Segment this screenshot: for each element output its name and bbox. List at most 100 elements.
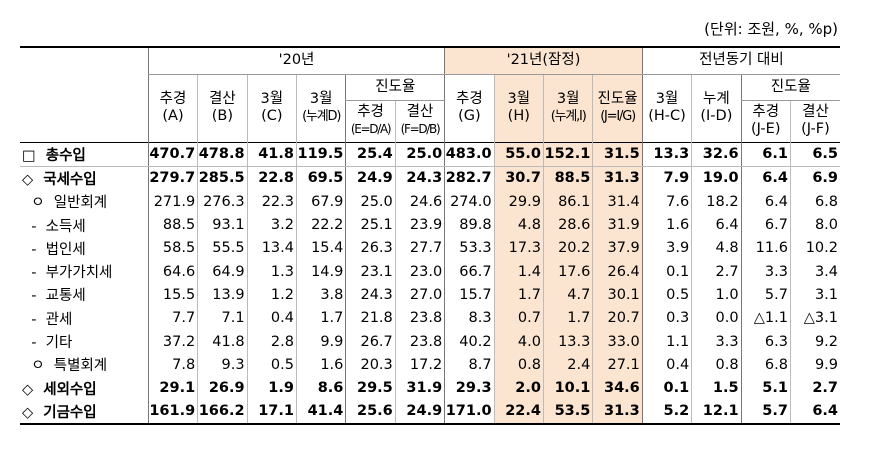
table-cell: △1.1	[740, 306, 791, 330]
table-cell: 0.0	[691, 306, 742, 330]
header-col-h: 3월 (H)	[493, 74, 544, 142]
header-blank	[20, 46, 149, 142]
row-label: - 교통세	[22, 288, 86, 305]
table-cell: 10.1	[542, 376, 593, 400]
table-row: - 법인세 58.5 55.5 13.4 15.4 26.3 27.7 53.3 17.3 20.…	[20, 236, 840, 260]
table-cell: 1.4	[493, 259, 544, 284]
table-cell: 27.7	[394, 236, 445, 260]
table-cell: 0.4	[246, 306, 297, 330]
row-label: ◇ 기금수입	[20, 399, 149, 426]
table-cell: 1.7	[295, 306, 346, 330]
table-cell: 69.5	[295, 166, 346, 191]
table-cell: 13.9	[197, 283, 248, 307]
header-col-g: 추경 (G)	[444, 74, 495, 142]
table-cell: 31.9	[394, 376, 445, 400]
header-col-i: 3월 (누계,I)	[542, 74, 593, 142]
table-cell: 276.3	[197, 190, 248, 214]
table-cell: 27.0	[394, 283, 445, 307]
header-col-hc: 3월 (H-C)	[641, 74, 692, 142]
table-cell: 4.7	[542, 283, 593, 307]
table-cell: 15.4	[295, 236, 346, 260]
revenue-table: '20년 '21년(잠정) 전년동기 대비 추경 (A) 결산 (B) 3월 (C) …	[20, 46, 840, 426]
header-group-2021: '21년(잠정)	[444, 46, 643, 75]
table-cell: 66.7	[444, 259, 495, 284]
table-cell: 5.2	[641, 399, 692, 426]
table-cell: 3.3	[691, 329, 742, 354]
table-cell: 29.3	[444, 376, 495, 400]
table-cell: 3.1	[789, 283, 840, 307]
table-body: □ 총수입 470.7 478.8 41.8 119.5 25.4 25.0 483.0 55.…	[20, 141, 840, 426]
table-cell: 274.0	[444, 190, 495, 214]
row-label: - 소득세	[22, 218, 86, 235]
table-cell: 31.5	[592, 141, 643, 167]
table-cell: 20.2	[542, 236, 593, 260]
row-label: ◇ 국세수입	[22, 171, 97, 188]
table-cell: 3.2	[246, 213, 297, 237]
table-cell: 53.5	[542, 399, 593, 426]
table-cell: 0.7	[493, 306, 544, 330]
table-cell: 17.1	[246, 399, 297, 426]
table-cell: 20.7	[592, 306, 643, 330]
row-label: - 기타	[22, 335, 73, 352]
table-cell: 15.5	[147, 283, 198, 307]
table-row: ◇ 세외수입 29.1 26.9 1.9 8.6 29.5 31.9 29.3 2.0 10.1 3…	[20, 376, 840, 400]
table-row: - 교통세 15.5 13.9 1.2 3.8 24.3 27.0 15.7 1.7 4.7 30.…	[20, 283, 840, 307]
table-row: - 관세 7.7 7.1 0.4 1.7 21.8 23.8 8.3 0.7 1.7 20.7 0.3…	[20, 306, 840, 330]
table-cell: 1.7	[493, 283, 544, 307]
header-progress-2020: 진도율	[345, 74, 445, 101]
table-cell: 29.1	[147, 376, 198, 400]
row-label: - 관세	[22, 311, 73, 328]
table-cell: 11.6	[740, 236, 791, 260]
row-label: - 부가가치세	[22, 265, 113, 282]
table-row: ㅇ 일반회계 271.9 276.3 22.3 67.9 25.0 24.6 274.0 29.…	[20, 190, 840, 214]
table-cell: △3.1	[789, 306, 840, 330]
table-cell: 3.4	[789, 259, 840, 284]
table-cell: 1.6	[295, 353, 346, 377]
table-cell: 6.5	[789, 141, 840, 167]
table-cell: 30.1	[592, 283, 643, 307]
table-cell: 28.6	[542, 213, 593, 237]
table-cell: 19.0	[691, 166, 742, 191]
table-cell: 285.5	[197, 166, 248, 191]
table-cell: 22.3	[246, 190, 297, 214]
table-cell: 25.6	[345, 399, 396, 426]
table-cell: 18.2	[691, 190, 742, 214]
table-cell: 26.4	[592, 259, 643, 284]
table-cell: 40.2	[444, 329, 495, 354]
table-cell: 7.1	[197, 306, 248, 330]
table-cell: 25.1	[345, 213, 396, 237]
header-col-a: 추경 (A)	[147, 74, 198, 142]
table-cell: 7.9	[641, 166, 692, 191]
table-cell: 6.4	[740, 166, 791, 191]
table-cell: 24.3	[345, 283, 396, 307]
table-cell: 93.1	[197, 213, 248, 237]
table-cell: 3.9	[641, 236, 692, 260]
table-cell: 31.3	[592, 399, 643, 426]
table-cell: 8.6	[295, 376, 346, 400]
table-row: ◇ 국세수입 279.7 285.5 22.8 69.5 24.9 24.3 282.7 30.…	[20, 166, 840, 191]
header-col-e: 추경 (E=D/A)	[345, 100, 396, 142]
table-cell: 20.3	[345, 353, 396, 377]
table-cell: 0.3	[641, 306, 692, 330]
table-cell: 1.0	[691, 283, 742, 307]
table-cell: 55.5	[197, 236, 248, 260]
table-cell: 13.3	[542, 329, 593, 354]
table-cell: 64.9	[197, 259, 248, 284]
header-col-d: 3월 (누계D)	[295, 74, 346, 142]
header-group-2020: '20년	[147, 46, 445, 75]
table-cell: 9.9	[295, 329, 346, 354]
table-cell: 1.2	[246, 283, 297, 307]
table-cell: 6.4	[740, 190, 791, 214]
table-cell: 25.0	[394, 141, 445, 167]
table-cell: 9.2	[789, 329, 840, 354]
header-col-je: 추경 (J-E)	[740, 100, 791, 142]
table-cell: 22.4	[493, 399, 544, 426]
table-row: ㅇ 특별회계 7.8 9.3 0.5 1.6 20.3 17.2 8.7 0.8 2.4 27.1 0…	[20, 353, 840, 377]
table-cell: 22.2	[295, 213, 346, 237]
table-cell: 171.0	[444, 399, 495, 426]
table-cell: 55.0	[493, 141, 544, 167]
table-cell: 2.7	[789, 376, 840, 400]
table-cell: 31.3	[592, 166, 643, 191]
header-group-yoy: 전년동기 대비	[641, 46, 840, 75]
table-cell: 271.9	[147, 190, 198, 214]
